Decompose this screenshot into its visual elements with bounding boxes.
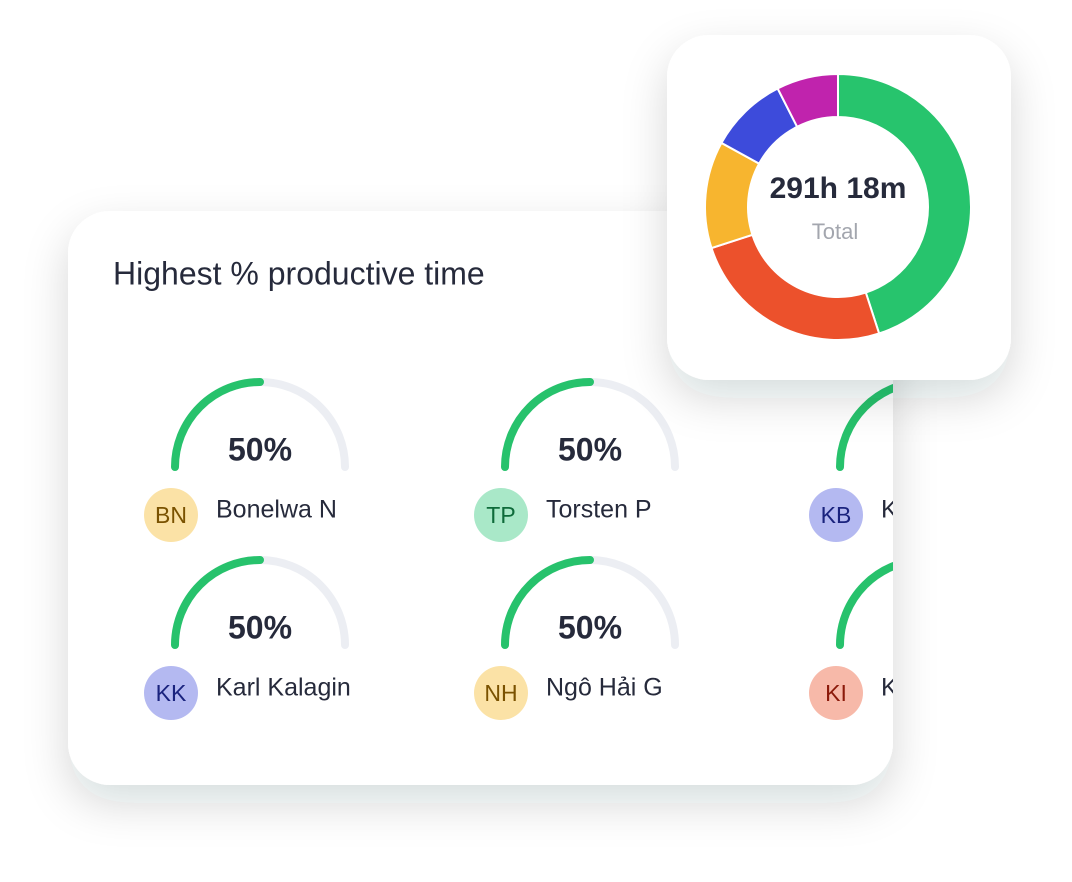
avatar-initials: BN xyxy=(155,502,187,528)
avatar-initials: NH xyxy=(484,680,517,706)
card-title: Highest % productive time xyxy=(113,255,485,291)
donut-segment xyxy=(837,72,972,335)
person-name: Bonelwa N xyxy=(216,496,337,524)
gauge-arc xyxy=(836,378,893,471)
avatar-initials: TP xyxy=(486,502,515,528)
donut-segment xyxy=(776,72,839,129)
person-name: K xyxy=(881,496,898,524)
avatar xyxy=(144,666,198,720)
avatar xyxy=(474,666,528,720)
person-name: Ngô Hải G xyxy=(546,674,663,702)
person-name: Karl Kalagin xyxy=(216,674,351,702)
avatar xyxy=(809,666,863,720)
gauge-arc xyxy=(501,556,594,649)
avatar-initials: KI xyxy=(825,680,847,706)
avatar-initials: KB xyxy=(821,502,852,528)
gauge-arc xyxy=(171,556,264,649)
person-name: Torsten P xyxy=(546,496,652,524)
donut-chart xyxy=(704,72,972,341)
gauge-arc xyxy=(501,378,594,471)
avatar-initials: KK xyxy=(156,680,187,706)
gauge-value: 50% xyxy=(228,431,292,467)
avatar xyxy=(474,488,528,542)
total-value: 291h 18m xyxy=(770,172,907,205)
gauge-value: 50% xyxy=(228,609,292,645)
gauge-arc xyxy=(171,378,264,471)
person-name: K xyxy=(881,674,898,702)
people-grid: 50%BN Bonelwa N50%TP Torsten P50%KB K50%KK K… xyxy=(144,378,957,720)
gauge-value: 50% xyxy=(558,609,622,645)
gauge-value: 50% xyxy=(558,431,622,467)
gauge-arc xyxy=(836,556,893,649)
avatar xyxy=(144,488,198,542)
total-label: Total xyxy=(812,219,858,244)
avatar xyxy=(809,488,863,542)
gauge-value: 50% xyxy=(893,431,957,467)
gauge-value: 50% xyxy=(893,609,957,645)
